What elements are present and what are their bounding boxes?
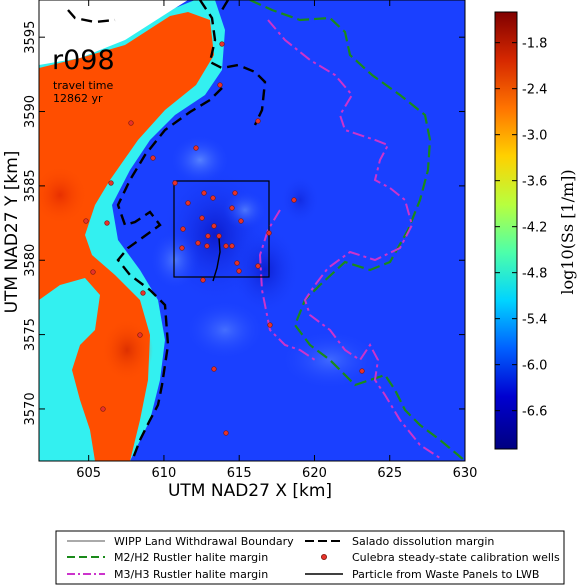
calibration-well-marker: [359, 368, 365, 374]
y-ticks: 3570 3575 3580 3585 3590 3595: [23, 21, 465, 425]
calibration-well-marker: [100, 406, 106, 412]
plot-frame: [38, 0, 466, 462]
calibration-well-marker: [216, 233, 222, 239]
wipp-boundary-rect: [173, 180, 270, 278]
calibration-wells: [83, 41, 365, 436]
orange-zone: [39, 12, 214, 461]
calibration-well-marker: [204, 243, 210, 249]
colorbar-tick-label: -6.6: [522, 405, 547, 420]
x-tick-label: 625: [377, 466, 402, 481]
calibration-well-marker: [180, 226, 186, 232]
calibration-well-marker: [201, 190, 207, 196]
y-tick-label: 3575: [23, 318, 38, 351]
calibration-well-marker: [108, 180, 114, 186]
calibration-well-marker: [179, 245, 185, 251]
colorbar-tick-label: -4.2: [522, 221, 547, 236]
colorbar-tick-label: -3.6: [522, 175, 547, 190]
legend: WIPP Land Withdrawal Boundary M2/H2 Rust…: [55, 530, 565, 585]
calibration-well-marker: [291, 197, 297, 203]
calibration-well-marker: [234, 260, 240, 266]
no-data-corner: [39, 0, 188, 65]
calibration-well-marker: [210, 195, 216, 201]
orange-hotspot-west: [39, 165, 88, 225]
calibration-well-marker: [217, 82, 223, 88]
y-axis-label: UTM NAD27 Y [km]: [2, 151, 22, 314]
m2h2-margin-line: [249, 0, 465, 461]
calibration-well-marker: [229, 205, 235, 211]
calibration-well-marker: [211, 366, 217, 372]
calibration-well-marker: [104, 220, 110, 226]
particle-path: [212, 237, 221, 282]
salado-margin-line: [67, 0, 267, 461]
calibration-well-marker: [255, 263, 261, 269]
travel-time-label: travel time: [53, 79, 113, 92]
calibration-well-marker: [172, 180, 178, 186]
x-tick-label: 610: [152, 466, 177, 481]
map-raster: [39, 0, 465, 461]
calibration-well-marker: [238, 218, 244, 224]
calibration-well-marker: [90, 269, 96, 275]
legend-label-m3h3: M3/H3 Rustler halite margin: [114, 568, 268, 581]
run-id-label: r098: [52, 45, 115, 76]
calibration-well-marker: [266, 230, 272, 236]
y-tick-label: 3585: [23, 169, 38, 202]
colorbar-label: log10(Ss [1/m]): [558, 169, 577, 294]
calibration-well-marker: [185, 200, 191, 206]
colorbar-tick-label: -2.4: [522, 83, 547, 98]
colorbar-tick-label: -4.8: [522, 267, 547, 282]
calibration-well-marker: [200, 277, 206, 283]
travel-time-value: 12862 yr: [53, 92, 103, 105]
colorbar-tick-label: -6.0: [522, 359, 547, 374]
colorbar-ticks: -1.8 -2.4 -3.0 -3.6 -4.2 -4.8 -5.4 -6.0 -6.6: [495, 37, 547, 420]
legend-swatch-wells: [320, 554, 327, 561]
calibration-well-marker: [137, 332, 143, 338]
x-tick-label: 605: [76, 466, 101, 481]
calibration-well-marker: [195, 240, 201, 246]
calibration-well-marker: [236, 268, 242, 274]
cyan-inlet: [39, 278, 100, 461]
calibration-well-marker: [229, 243, 235, 249]
legend-label-particle: Particle from Waste Panels to LWB: [352, 568, 539, 581]
calibration-well-marker: [223, 430, 229, 436]
y-tick-label: 3570: [23, 392, 38, 425]
legend-label-salado: Salado dissolution margin: [352, 535, 494, 548]
x-tick-label: 615: [227, 466, 252, 481]
calibration-well-marker: [223, 243, 229, 249]
calibration-well-marker: [128, 120, 134, 126]
x-axis-label: UTM NAD27 X [km]: [168, 481, 332, 501]
orange-hotspot-south: [101, 318, 153, 382]
calibration-well-marker: [255, 118, 261, 124]
calibration-well-marker: [219, 41, 225, 47]
calibration-well-marker: [140, 290, 146, 296]
colorbar-tick-label: -3.0: [522, 129, 547, 144]
calibration-well-marker: [83, 218, 89, 224]
legend-label-wipp: WIPP Land Withdrawal Boundary: [114, 535, 294, 548]
calibration-well-marker: [205, 233, 211, 239]
calibration-well-marker: [199, 215, 205, 221]
x-ticks: 605 610 615 620 625 630: [76, 0, 477, 481]
colorbar-tick-label: -1.8: [522, 37, 547, 52]
x-tick-label: 620: [302, 466, 327, 481]
calibration-well-marker: [211, 223, 217, 229]
calibration-well-marker: [267, 322, 273, 328]
x-tick-label: 630: [453, 466, 478, 481]
y-tick-label: 3590: [23, 95, 38, 128]
colorbar-tick-label: -5.4: [522, 313, 547, 328]
y-tick-label: 3580: [23, 244, 38, 277]
y-tick-label: 3595: [23, 21, 38, 54]
calibration-well-marker: [193, 145, 199, 151]
colorbar: [494, 11, 518, 450]
calibration-well-marker: [232, 190, 238, 196]
legend-label-m2h2: M2/H2 Rustler halite margin: [114, 551, 268, 564]
legend-label-wells: Culebra steady-state calibration wells: [352, 551, 560, 564]
calibration-well-marker: [150, 155, 156, 161]
legend-box: [55, 530, 565, 585]
